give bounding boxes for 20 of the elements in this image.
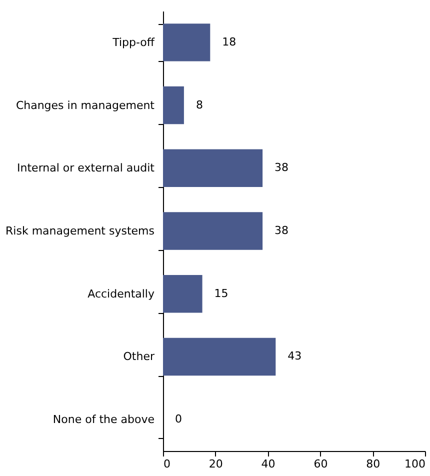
data-label: 38 xyxy=(274,161,289,174)
data-label: 18 xyxy=(222,35,236,48)
x-tick-label: 40 xyxy=(261,458,276,470)
x-tick-label: 80 xyxy=(366,458,380,470)
data-label: 15 xyxy=(214,286,228,300)
x-tick-label: 60 xyxy=(314,458,328,470)
y-tick-label: Risk management systems xyxy=(6,224,155,238)
data-label: 0 xyxy=(175,412,182,426)
x-tick-label: 0 xyxy=(164,458,170,470)
y-tick-label: Other xyxy=(123,350,155,364)
x-tick-label: 20 xyxy=(208,458,223,470)
data-label: 38 xyxy=(274,224,289,237)
y-tick-label: Internal or external audit xyxy=(17,162,156,175)
y-tick-label: Tipp-off xyxy=(112,36,155,49)
x-tick-label: 100 xyxy=(404,458,426,470)
y-tick-label: Changes in management xyxy=(16,98,156,112)
data-label: 43 xyxy=(288,350,302,363)
y-tick-label: Accidentally xyxy=(88,287,155,300)
y-tick-label: None of the above xyxy=(52,413,155,426)
data-label: 8 xyxy=(196,98,203,112)
